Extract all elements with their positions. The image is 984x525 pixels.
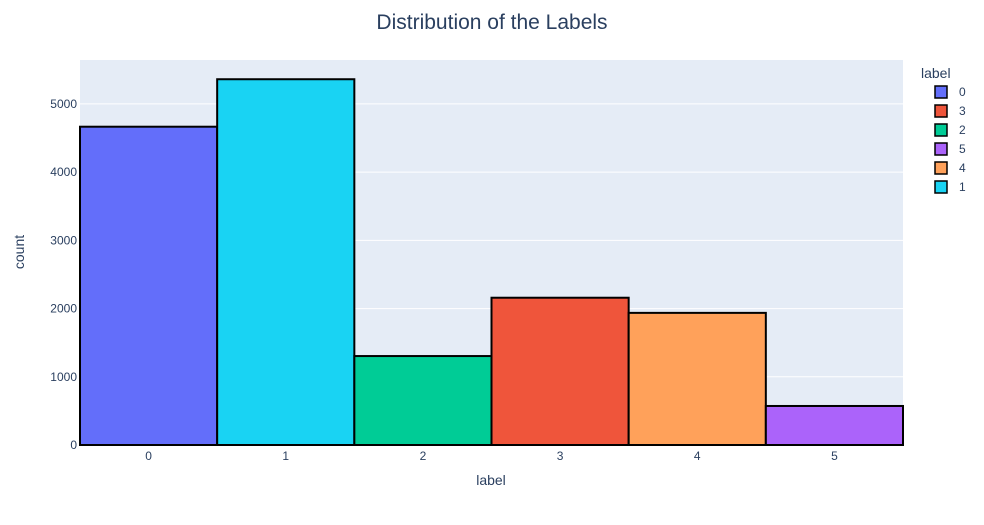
legend-swatch[interactable] [934, 161, 948, 175]
legend-item-label[interactable]: 1 [959, 180, 966, 194]
x-axis-title: label [476, 472, 506, 488]
legend-title: label [921, 65, 951, 81]
legend-item-label[interactable]: 3 [959, 104, 966, 118]
legend-item-label[interactable]: 4 [959, 161, 966, 175]
x-axis-ticks: 0 1 2 3 4 5 [145, 449, 838, 463]
legend-swatch[interactable] [934, 85, 948, 99]
legend-swatch[interactable] [934, 104, 948, 118]
bars [79, 78, 904, 447]
bar-4 [627, 311, 767, 446]
y-tick-label: 1000 [50, 370, 77, 384]
y-tick-label: 3000 [50, 233, 77, 247]
legend-swatch[interactable] [934, 142, 948, 156]
x-tick-label: 4 [694, 449, 701, 463]
y-tick-label: 5000 [50, 97, 77, 111]
x-tick-label: 3 [557, 449, 564, 463]
x-tick-label: 0 [145, 449, 152, 463]
bar-2 [353, 355, 493, 446]
y-axis-ticks: 0 1000 2000 3000 4000 5000 [50, 97, 77, 452]
bar-5 [764, 404, 904, 446]
bar-1 [216, 78, 356, 446]
y-tick-label: 0 [70, 438, 77, 452]
legend-item-label[interactable]: 0 [959, 85, 966, 99]
y-axis-title: count [11, 235, 27, 269]
x-tick-label: 5 [831, 449, 838, 463]
x-tick-label: 1 [282, 449, 289, 463]
x-tick-label: 2 [420, 449, 427, 463]
legend: label 0 3 2 5 4 1 [921, 65, 966, 194]
y-tick-label: 4000 [50, 165, 77, 179]
legend-item-label[interactable]: 2 [959, 123, 966, 137]
chart-title: Distribution of the Labels [376, 11, 607, 34]
bar-3 [490, 296, 630, 446]
y-tick-label: 2000 [50, 302, 77, 316]
bar-0 [79, 125, 219, 447]
legend-item-label[interactable]: 5 [959, 142, 966, 156]
legend-swatch[interactable] [934, 180, 948, 194]
legend-swatch[interactable] [934, 123, 948, 137]
